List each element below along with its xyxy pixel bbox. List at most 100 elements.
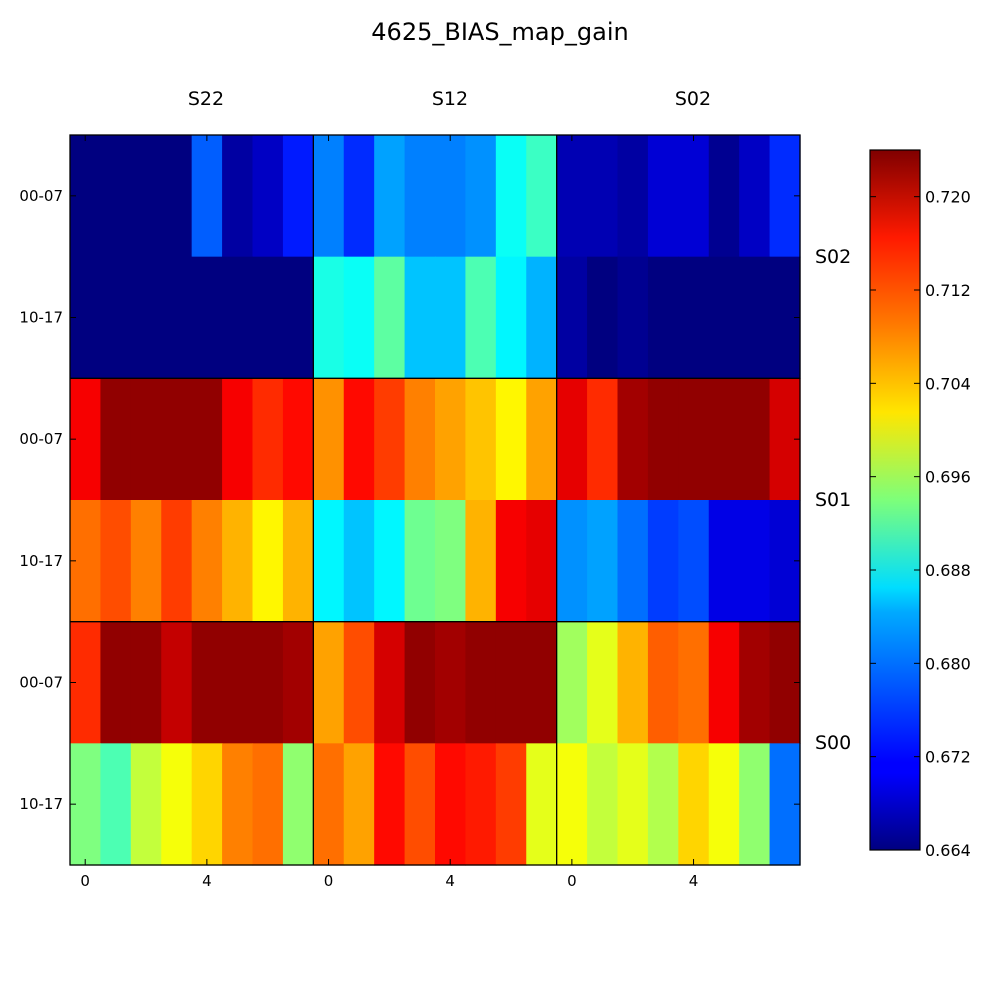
y-tick-label: 10-17 (19, 795, 63, 813)
heatmap-cell (617, 135, 649, 258)
heatmap-cell (100, 621, 132, 744)
heatmap-cell (130, 500, 162, 623)
heatmap-cell (617, 743, 649, 866)
heatmap-cell (587, 256, 619, 379)
heatmap-cells (70, 135, 801, 866)
heatmap-cell (282, 743, 314, 866)
heatmap-cell (647, 135, 679, 258)
heatmap-cell (191, 500, 223, 623)
heatmap-cell (374, 135, 406, 258)
heatmap-cell (708, 500, 740, 623)
heatmap-cell (374, 256, 406, 379)
heatmap-cell (526, 256, 558, 379)
heatmap-cell (222, 621, 254, 744)
heatmap-cell (313, 500, 345, 623)
heatmap-cell (161, 135, 193, 258)
heatmap-cell (191, 743, 223, 866)
heatmap-cell (404, 621, 436, 744)
heatmap-cell (465, 135, 497, 258)
x-tick-label: 0 (567, 872, 577, 890)
x-tick-label: 4 (689, 872, 699, 890)
heatmap-cell (526, 135, 558, 258)
heatmap-cell (495, 135, 527, 258)
heatmap-cell (617, 256, 649, 379)
heatmap-cell (343, 378, 375, 501)
heatmap-cell (404, 500, 436, 623)
colorbar-tick-label: 0.712 (925, 281, 971, 300)
heatmap-cell (435, 621, 467, 744)
heatmap-cell (282, 378, 314, 501)
heatmap-cell (678, 378, 710, 501)
heatmap-cell (191, 135, 223, 258)
heatmap-cell (313, 135, 345, 258)
heatmap-cell (465, 256, 497, 379)
heatmap-cell (191, 621, 223, 744)
heatmap-cell (435, 743, 467, 866)
colorbar-tick-label: 0.720 (925, 188, 971, 207)
heatmap-cell (252, 743, 284, 866)
y-tick-label: 00-07 (19, 674, 63, 692)
heatmap-cell (282, 135, 314, 258)
heatmap-cell (282, 256, 314, 379)
heatmap-cell (130, 256, 162, 379)
heatmap-cell (526, 621, 558, 744)
heatmap-cell (100, 135, 132, 258)
heatmap-cell (647, 500, 679, 623)
heatmap-cell (282, 621, 314, 744)
colorbar-tick-label: 0.672 (925, 748, 971, 767)
heatmap-cell (495, 378, 527, 501)
heatmap-cell (587, 500, 619, 623)
heatmap-cell (647, 256, 679, 379)
heatmap-cell (343, 621, 375, 744)
heatmap-cell (526, 500, 558, 623)
heatmap-cell (587, 743, 619, 866)
heatmap-cell (739, 621, 771, 744)
axis-ticks: 0 4 0 4 0 4 00-07 10-17 00-07 10-17 00-07 10-17 (19, 135, 800, 890)
heatmap-cell (739, 378, 771, 501)
x-tick-label: 0 (324, 872, 334, 890)
heatmap-cell (222, 500, 254, 623)
heatmap-cell (556, 500, 588, 623)
heatmap-cell (708, 743, 740, 866)
heatmap-cell (161, 743, 193, 866)
heatmap-cell (191, 256, 223, 379)
heatmap-cell (465, 378, 497, 501)
heatmap-cell (161, 500, 193, 623)
heatmap-cell (739, 743, 771, 866)
heatmap-cell (222, 135, 254, 258)
heatmap-cell (495, 621, 527, 744)
heatmap-cell (343, 135, 375, 258)
heatmap-cell (465, 743, 497, 866)
x-tick-label: 4 (445, 872, 455, 890)
heatmap-cell (100, 256, 132, 379)
heatmap-cell (343, 256, 375, 379)
heatmap-cell (617, 378, 649, 501)
heatmap-cell (100, 500, 132, 623)
heatmap-cell (161, 378, 193, 501)
heatmap-cell (495, 256, 527, 379)
heatmap-cell (617, 500, 649, 623)
row-panel-label-s01: S01 (815, 489, 851, 511)
heatmap-cell (647, 621, 679, 744)
x-tick-label: 4 (202, 872, 212, 890)
heatmap-cell (587, 621, 619, 744)
heatmap-cell (252, 135, 284, 258)
heatmap-cell (678, 621, 710, 744)
heatmap-cell (161, 256, 193, 379)
y-tick-label: 10-17 (19, 552, 63, 570)
heatmap-cell (678, 743, 710, 866)
heatmap-cell (495, 743, 527, 866)
heatmap-cell (708, 621, 740, 744)
colorbar-tick-label: 0.704 (925, 374, 971, 393)
heatmap-cell (313, 621, 345, 744)
column-panel-label-s02: S02 (675, 88, 711, 110)
heatmap-cell (404, 135, 436, 258)
heatmap-cell (130, 135, 162, 258)
heatmap-cell (313, 378, 345, 501)
chart-title: 4625_BIAS_map_gain (371, 18, 628, 46)
row-panel-label-s02: S02 (815, 246, 851, 268)
heatmap-cell (465, 621, 497, 744)
heatmap-cell (435, 256, 467, 379)
y-tick-label: 00-07 (19, 430, 63, 448)
